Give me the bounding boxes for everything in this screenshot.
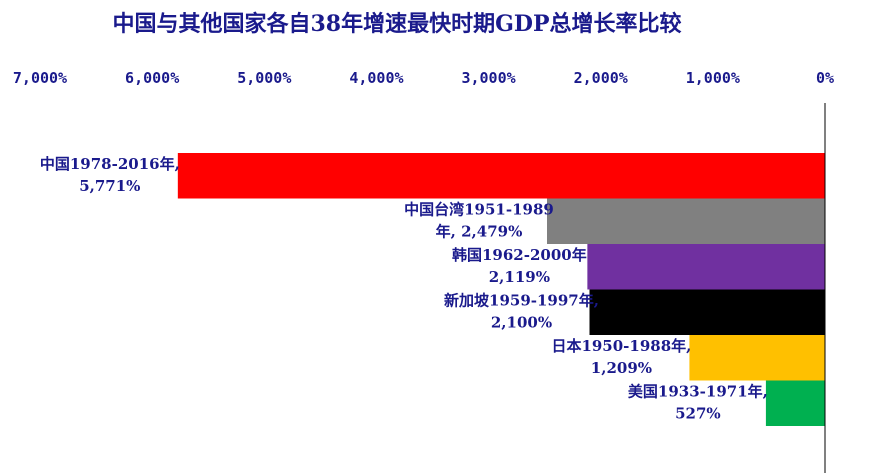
- x-tick-label: 4,000%: [349, 69, 403, 87]
- x-tick-label: 7,000%: [13, 69, 67, 87]
- bar-label-line1: 中国1978-2016年,: [40, 155, 180, 173]
- bar-label-line1: 美国1933-1971年,: [628, 383, 768, 401]
- x-tick-label: 6,000%: [125, 69, 179, 87]
- bar-label-line1: 韩国1962-2000年: [452, 246, 587, 264]
- bar-value-label: 2,100%: [491, 314, 552, 332]
- x-axis-ticks: 7,000% 6,000% 5,000% 4,000% 3,000% 2,000% 1,00…: [13, 69, 834, 87]
- bar: [765, 380, 825, 426]
- bar-value-label: 527%: [675, 405, 721, 423]
- bar-labels-group: 中国1978-2016年, 5,771% 中国台湾1951-1989 年, 2,479…: [40, 155, 768, 423]
- x-tick-label: 3,000%: [461, 69, 515, 87]
- bar-value-label: 2,119%: [489, 268, 550, 286]
- bar-value-label: 1,209%: [591, 359, 652, 377]
- bar: [546, 198, 825, 244]
- bar-label-line1: 新加坡1959-1997年,: [444, 292, 599, 310]
- x-tick-label: 2,000%: [574, 69, 628, 87]
- bar: [587, 244, 825, 290]
- x-tick-label: 0%: [816, 69, 834, 87]
- x-tick-label: 1,000%: [686, 69, 740, 87]
- bar-label-line1: 日本1950-1988年,: [551, 337, 691, 355]
- bar: [689, 335, 825, 381]
- bar-value-label: 5,771%: [79, 177, 140, 195]
- bars-group: [177, 153, 825, 426]
- bar: [589, 289, 825, 335]
- x-tick-label: 5,000%: [237, 69, 291, 87]
- bar-label-line1: 中国台湾1951-1989: [404, 201, 554, 219]
- bar-value-label: 年, 2,479%: [436, 223, 523, 241]
- chart-title: 中国与其他国家各自38年增速最快时期GDP总增长率比较: [112, 11, 681, 37]
- bar: [177, 153, 825, 199]
